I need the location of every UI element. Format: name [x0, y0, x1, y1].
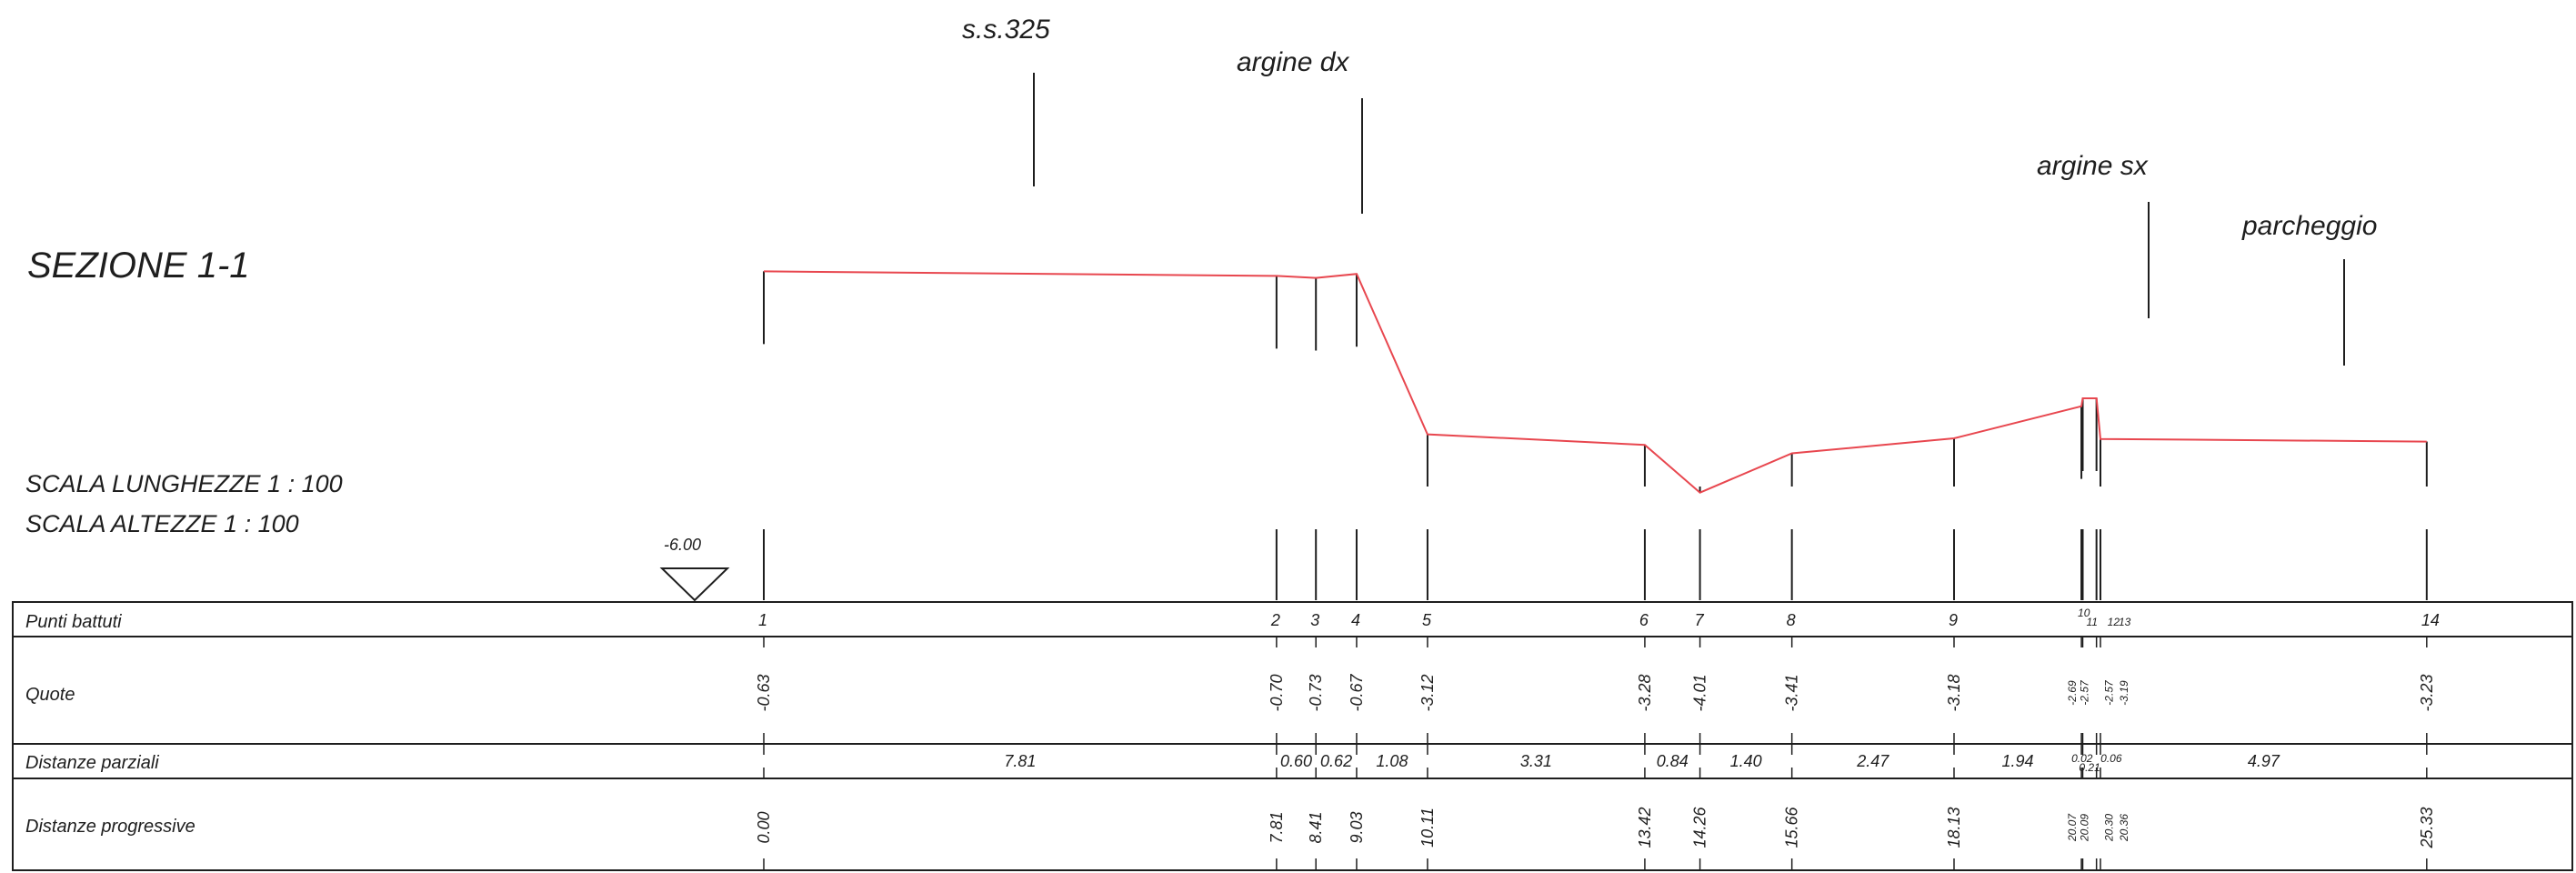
- elevation-label: -0.63: [755, 674, 773, 711]
- row-label-progressive: Distanze progressive: [25, 817, 195, 837]
- partial-distance-label: 1.08: [1376, 752, 1408, 770]
- scale-length: SCALA LUNGHEZZE 1 : 100: [25, 470, 343, 497]
- point-label: 5: [1422, 611, 1432, 629]
- point-label: 11: [2086, 616, 2097, 628]
- elevation-label: -3.19: [2118, 680, 2130, 706]
- progressive-label: 9.03: [1348, 811, 1366, 843]
- scale-height: SCALA ALTEZZE 1 : 100: [25, 510, 299, 537]
- ground-profile-line: [763, 270, 2427, 494]
- row-label-elevations: Quote: [25, 685, 75, 705]
- elevation-label: -2.57: [2078, 679, 2090, 706]
- elevation-label: -0.73: [1307, 674, 1325, 711]
- point-label: 6: [1639, 611, 1649, 629]
- partial-distance-label: 3.31: [1520, 752, 1552, 770]
- right-bank-label: argine dx: [1237, 47, 1349, 77]
- datum-triangle: [659, 567, 730, 602]
- partial-distance-label: 2.47: [1856, 752, 1889, 770]
- progressive-label: 13.42: [1636, 807, 1654, 848]
- point-label: 3: [1310, 611, 1319, 629]
- elevation-label: -3.28: [1636, 674, 1654, 711]
- partial-distance-label: 0.84: [1657, 752, 1689, 770]
- elevation-label: -3.23: [2418, 674, 2436, 711]
- partial-distance-label: 4.97: [2248, 752, 2280, 770]
- point-label: 8: [1787, 611, 1796, 629]
- progressive-label: 18.13: [1945, 807, 1963, 848]
- point-label: 2: [1270, 611, 1280, 629]
- partial-distance-label: 1.40: [1730, 752, 1762, 770]
- elevation-label: -2.69: [2066, 680, 2079, 706]
- partial-distance-label: 0.02: [2071, 752, 2093, 765]
- elevation-label: -0.70: [1268, 674, 1286, 711]
- point-label: 4: [1351, 611, 1360, 629]
- partial-distance-label: 1.94: [2001, 752, 2033, 770]
- road-label: s.s.325: [962, 15, 1050, 45]
- progressive-label: 15.66: [1783, 806, 1801, 848]
- section-title: SEZIONE 1-1: [27, 246, 250, 286]
- data-table: Punti battuti Quote Distanze parziali Di…: [12, 601, 2573, 871]
- feature-annotations: s.s.325 argine dx argine sx parcheggio: [962, 15, 2377, 366]
- progressive-label: 20.36: [2118, 814, 2130, 842]
- progressive-label: 0.00: [755, 811, 773, 843]
- datum-marker: -6.00: [659, 536, 730, 602]
- point-label: 10: [2078, 607, 2090, 619]
- point-label: 13: [2119, 616, 2131, 628]
- point-label: 9: [1949, 611, 1958, 629]
- elevation-label: -0.67: [1348, 673, 1366, 711]
- progressive-label: 10.11: [1418, 808, 1437, 848]
- point-label: 12: [2108, 616, 2120, 628]
- partial-distance-label: 0.21: [2079, 761, 2100, 774]
- elevation-label: -2.57: [2103, 679, 2116, 706]
- partial-distance-label: 0.06: [2100, 752, 2122, 765]
- progressive-label: 7.81: [1268, 811, 1286, 843]
- datum-label: -6.00: [664, 536, 701, 554]
- row-label-points: Punti battuti: [25, 612, 122, 632]
- progressive-label: 20.30: [2103, 814, 2116, 842]
- left-bank-label: argine sx: [2037, 151, 2149, 181]
- point-label: 7: [1695, 611, 1705, 629]
- table-values: 1 -0.63 0.00 2 -0.70 7.81 3 -0.73 8.41 4 -0.67 9.03…: [755, 607, 2440, 849]
- row-label-partial: Distanze parziali: [25, 753, 159, 773]
- partial-distance-label: 0.62: [1320, 752, 1352, 770]
- elevation-label: -3.41: [1783, 674, 1801, 711]
- elevation-label: -3.12: [1418, 674, 1437, 711]
- elevation-label: -4.01: [1691, 674, 1709, 711]
- station-verticals: [763, 271, 2428, 869]
- progressive-label: 14.26: [1691, 806, 1709, 848]
- progressive-label: 20.09: [2078, 814, 2090, 842]
- progressive-label: 25.33: [2418, 807, 2436, 848]
- point-label: 14: [2421, 611, 2440, 629]
- point-label: 1: [758, 611, 767, 629]
- progressive-label: 8.41: [1307, 811, 1325, 843]
- elevation-label: -3.18: [1945, 674, 1963, 711]
- progressive-label: 20.07: [2066, 813, 2079, 842]
- parking-label: parcheggio: [2241, 211, 2377, 241]
- partial-distance-label: 7.81: [1004, 752, 1036, 770]
- partial-distance-label: 0.60: [1280, 752, 1312, 770]
- table-frame: [12, 601, 2573, 871]
